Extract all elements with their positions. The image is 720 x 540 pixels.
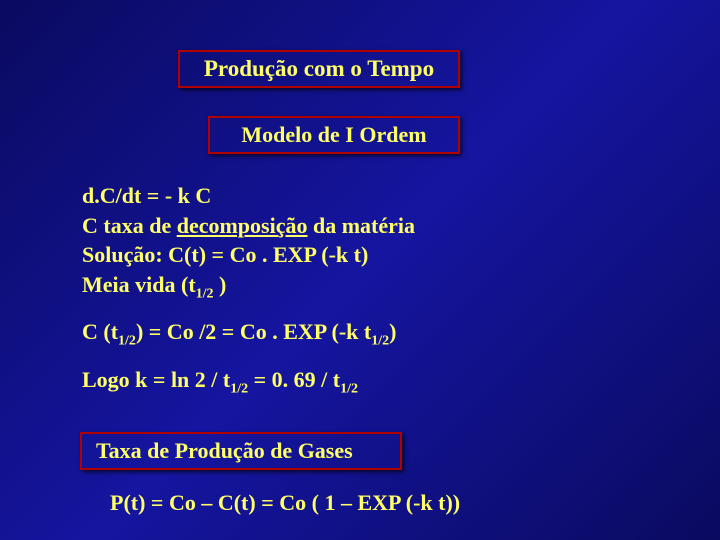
underline-word: decomposição — [177, 213, 308, 238]
model-box: Modelo de I Ordem — [208, 116, 460, 154]
pt-line: P(t) = Co – C(t) = Co ( 1 – EXP (-k t)) — [110, 490, 460, 516]
halflife-line: Meia vida (t1/2 ) — [82, 271, 415, 299]
content-block: d.C/dt = - k C C taxa de decomposição da… — [82, 182, 415, 395]
model-text: Modelo de I Ordem — [241, 122, 426, 147]
logo-line: Logo k = ln 2 / t1/2 = 0. 69 / t1/2 — [82, 366, 415, 394]
solution-line: Solução: C(t) = Co . EXP (-k t) — [82, 241, 415, 269]
eq-line: d.C/dt = - k C — [82, 182, 415, 210]
title-text: Produção com o Tempo — [204, 56, 434, 81]
taxa-line: C taxa de decomposição da matéria — [82, 212, 415, 240]
taxa-box: Taxa de Produção de Gases — [80, 432, 402, 470]
title-box: Produção com o Tempo — [178, 50, 460, 88]
taxa-box-text: Taxa de Produção de Gases — [96, 438, 353, 463]
slide: Produção com o Tempo Modelo de I Ordem d… — [0, 0, 720, 540]
ct-line: C (t1/2) = Co /2 = Co . EXP (-k t1/2) — [82, 318, 415, 346]
